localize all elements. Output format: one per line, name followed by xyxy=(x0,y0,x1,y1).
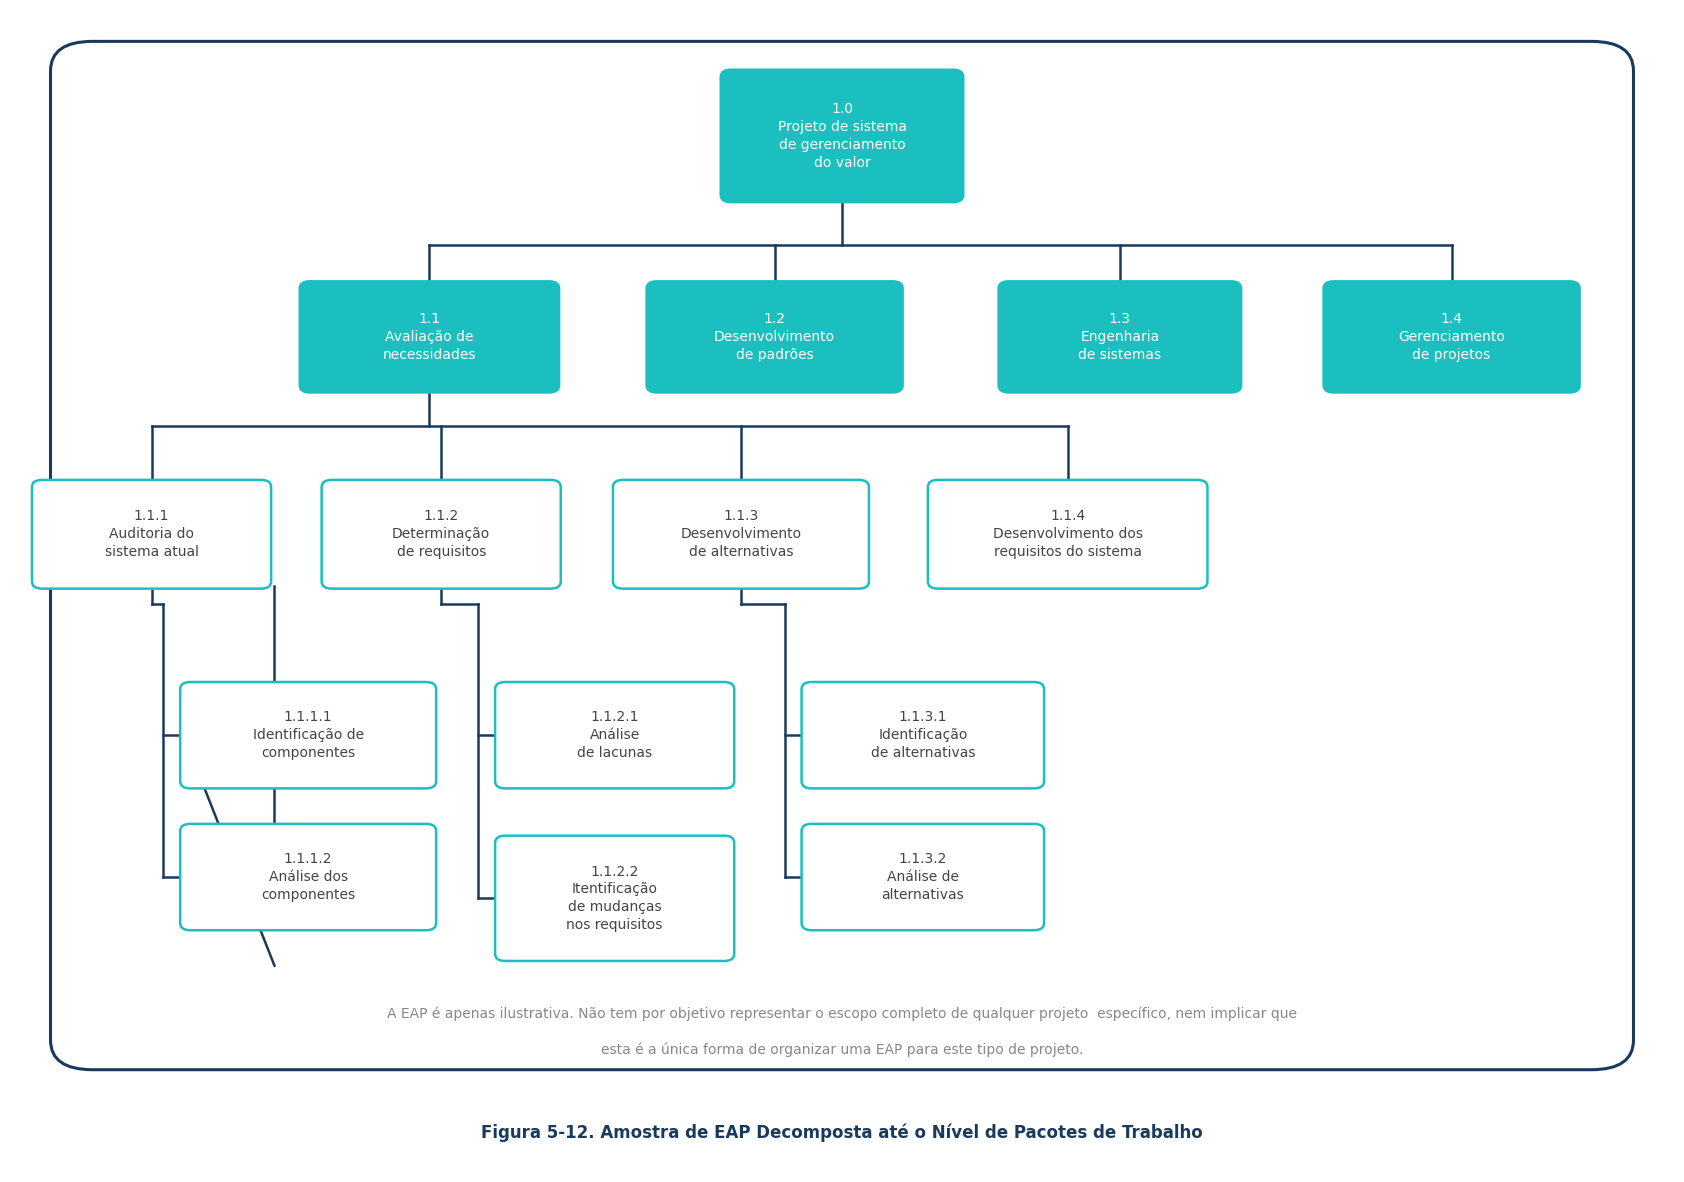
Text: A EAP é apenas ilustrativa. Não tem por objetivo representar o escopo completo d: A EAP é apenas ilustrativa. Não tem por … xyxy=(387,1007,1297,1021)
FancyBboxPatch shape xyxy=(721,70,963,202)
FancyBboxPatch shape xyxy=(322,480,561,589)
Text: 1.1.2.1
Análise
de lacunas: 1.1.2.1 Análise de lacunas xyxy=(578,710,652,760)
FancyBboxPatch shape xyxy=(647,281,903,392)
FancyBboxPatch shape xyxy=(51,41,1633,1070)
Text: 1.2
Desenvolvimento
de padrões: 1.2 Desenvolvimento de padrões xyxy=(714,312,835,362)
Text: Figura 5-12. Amostra de EAP Decomposta até o Nível de Pacotes de Trabalho: Figura 5-12. Amostra de EAP Decomposta a… xyxy=(482,1123,1202,1142)
Text: esta é a única forma de organizar uma EAP para este tipo de projeto.: esta é a única forma de organizar uma EA… xyxy=(601,1043,1083,1057)
FancyBboxPatch shape xyxy=(180,682,436,788)
Text: 1.3
Engenharia
de sistemas: 1.3 Engenharia de sistemas xyxy=(1078,312,1162,362)
FancyBboxPatch shape xyxy=(999,281,1241,392)
FancyBboxPatch shape xyxy=(928,480,1207,589)
Text: 1.1.2.2
Itentificação
de mudanças
nos requisitos: 1.1.2.2 Itentificação de mudanças nos re… xyxy=(566,864,663,933)
FancyBboxPatch shape xyxy=(613,480,869,589)
FancyBboxPatch shape xyxy=(802,682,1044,788)
FancyBboxPatch shape xyxy=(495,682,734,788)
Text: 1.1.3.2
Análise de
alternativas: 1.1.3.2 Análise de alternativas xyxy=(881,852,965,902)
Text: 1.1
Avaliação de
necessidades: 1.1 Avaliação de necessidades xyxy=(382,312,477,362)
FancyBboxPatch shape xyxy=(1324,281,1580,392)
Text: 1.0
Projeto de sistema
de gerenciamento
do valor: 1.0 Projeto de sistema de gerenciamento … xyxy=(778,102,906,170)
Text: 1.1.3.1
Identificação
de alternativas: 1.1.3.1 Identificação de alternativas xyxy=(871,710,975,760)
Text: 1.1.2
Determinação
de requisitos: 1.1.2 Determinação de requisitos xyxy=(392,509,490,559)
FancyBboxPatch shape xyxy=(32,480,271,589)
Text: 1.1.1.1
Identificação de
componentes: 1.1.1.1 Identificação de componentes xyxy=(253,710,364,760)
FancyBboxPatch shape xyxy=(802,824,1044,930)
Text: 1.1.4
Desenvolvimento dos
requisitos do sistema: 1.1.4 Desenvolvimento dos requisitos do … xyxy=(992,509,1143,559)
Text: 1.1.1
Auditoria do
sistema atual: 1.1.1 Auditoria do sistema atual xyxy=(104,509,199,559)
Text: 1.1.1.2
Análise dos
componentes: 1.1.1.2 Análise dos componentes xyxy=(261,852,355,902)
FancyBboxPatch shape xyxy=(180,824,436,930)
Text: 1.4
Gerenciamento
de projetos: 1.4 Gerenciamento de projetos xyxy=(1398,312,1505,362)
Text: 1.1.3
Desenvolvimento
de alternativas: 1.1.3 Desenvolvimento de alternativas xyxy=(680,509,802,559)
FancyBboxPatch shape xyxy=(495,836,734,961)
FancyBboxPatch shape xyxy=(300,281,559,392)
